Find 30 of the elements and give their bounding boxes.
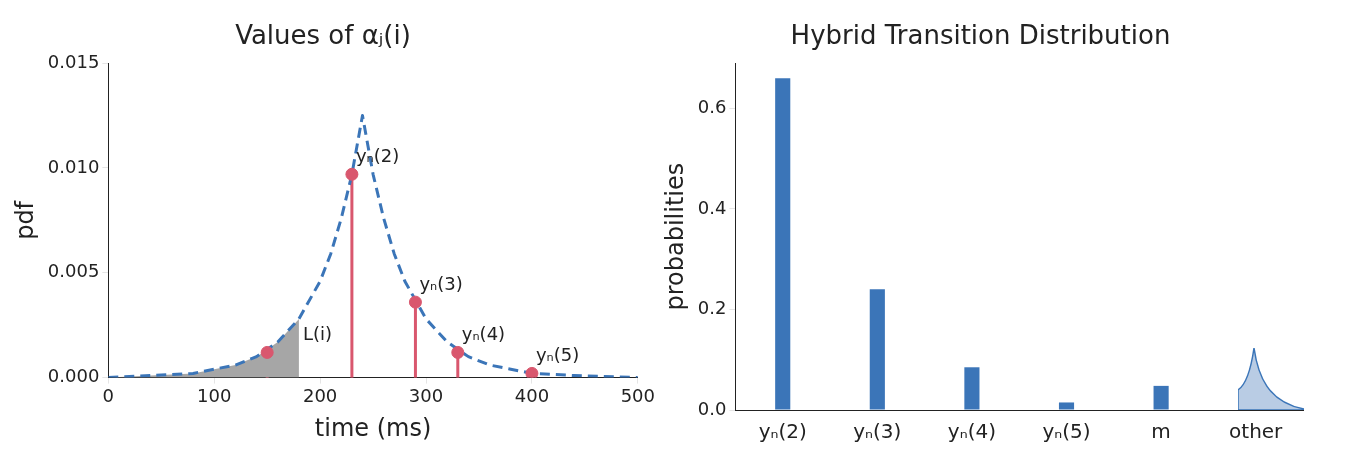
x-tick-label: yₙ(3) (853, 419, 902, 444)
annotation: L(i) (302, 323, 333, 345)
annotation: yₙ(2) (355, 144, 400, 166)
y-tick-label: 0.6 (697, 96, 727, 118)
x-tick-label: 300 (408, 385, 444, 407)
annotation: yₙ(4) (461, 323, 506, 345)
x-tick-label: yₙ(4) (947, 419, 996, 444)
y-tick-label: 0.010 (47, 155, 100, 177)
y-axis-title: probabilities (660, 162, 689, 311)
x-tick-label: 400 (514, 385, 550, 407)
x-tick-label: m (1151, 419, 1171, 444)
x-axis-title: time (ms) (314, 413, 432, 442)
x-tick-label: 100 (197, 385, 232, 407)
annotation: yₙ(5) (535, 344, 580, 366)
x-tick-label: yₙ(5) (1042, 419, 1091, 444)
y-tick-label: 0.4 (697, 196, 727, 218)
chart-title: Hybrid Transition Distribution (790, 20, 1171, 51)
annotation: yₙ(3) (419, 272, 463, 294)
chart-title: Values of αⱼ(i) (235, 20, 411, 51)
x-tick-label: other (1229, 419, 1284, 444)
y-tick-label: 0.000 (47, 365, 100, 387)
y-axis-title: pdf (10, 200, 39, 240)
y-tick-label: 0.005 (47, 260, 100, 282)
x-tick-label: 0 (102, 385, 115, 407)
x-tick-label: yₙ(2) (758, 419, 807, 444)
x-tick-label: 200 (302, 385, 338, 407)
y-tick-label: 0.2 (697, 297, 727, 319)
y-tick-label: 0.0 (697, 397, 727, 419)
x-tick-label: 500 (620, 385, 655, 407)
y-tick-label: 0.015 (47, 50, 100, 72)
